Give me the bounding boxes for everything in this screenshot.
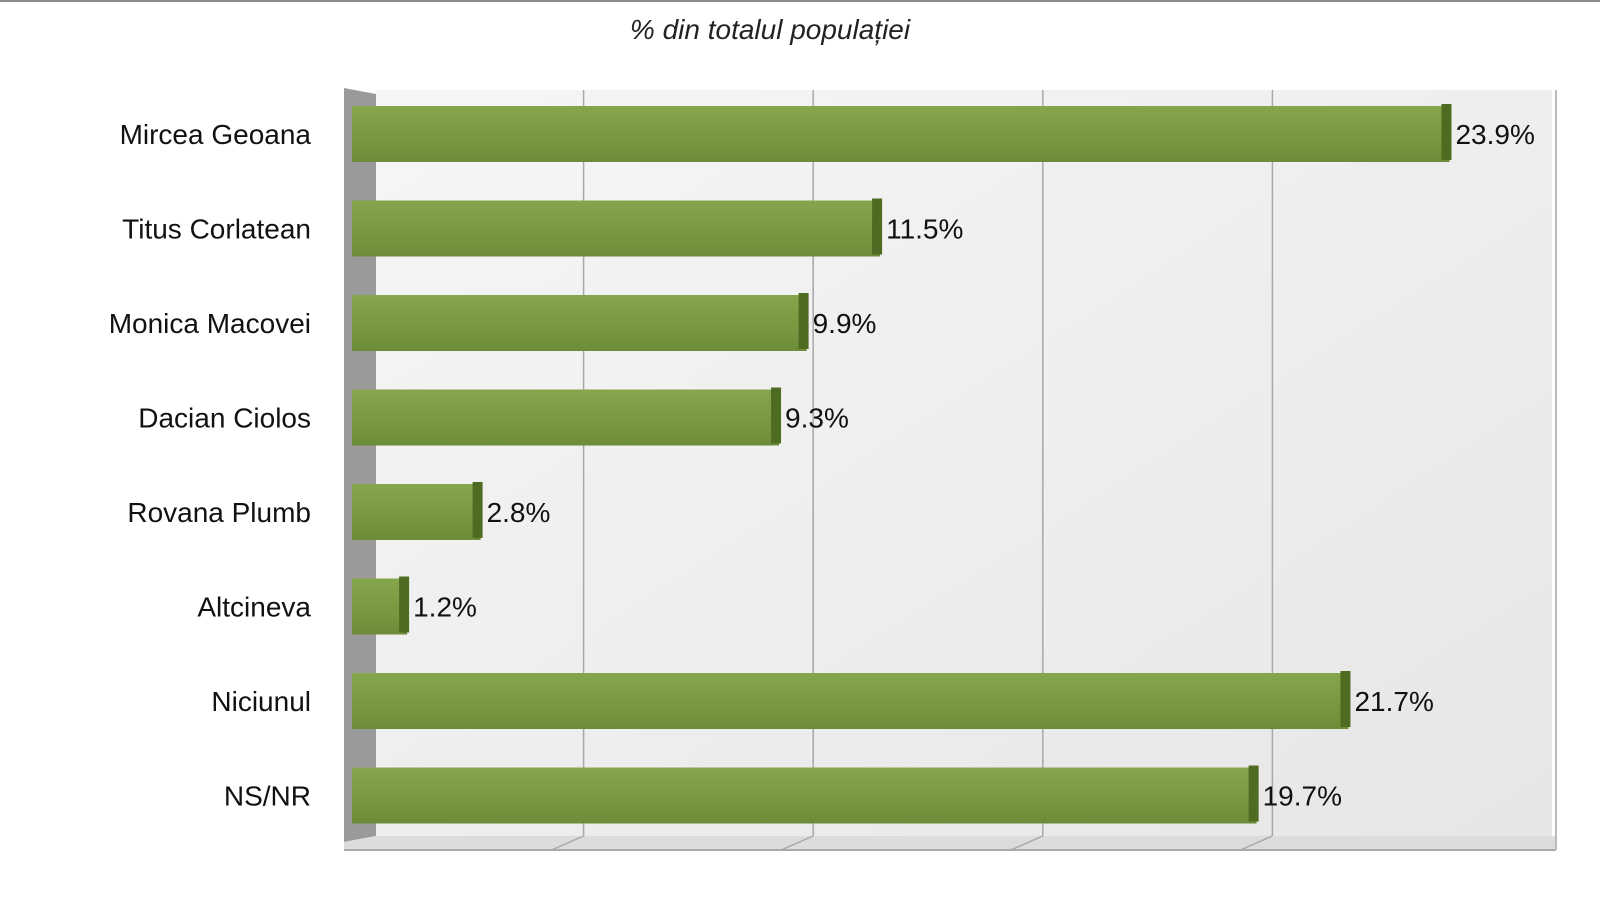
left-wall <box>344 88 376 842</box>
category-label: Monica Macovei <box>109 308 311 339</box>
bar-end-cap <box>472 482 483 538</box>
data-label: 11.5% <box>886 214 963 245</box>
bar-end-cap <box>1248 765 1259 822</box>
gridline-floor <box>780 835 814 851</box>
gridline-floor <box>551 835 584 851</box>
gridline-floor <box>1240 835 1273 851</box>
plot-floor <box>344 836 1556 850</box>
data-label: 23.9% <box>1455 119 1534 150</box>
category-label: Rovana Plumb <box>127 497 311 528</box>
bar <box>352 673 1349 729</box>
bar-end-cap <box>798 293 809 349</box>
category-label: Altcineva <box>197 592 311 623</box>
data-label: 9.9% <box>813 308 877 339</box>
bar <box>352 200 881 257</box>
bar-end-cap <box>1340 671 1351 727</box>
bar <box>352 106 1450 162</box>
data-label: 21.7% <box>1354 686 1433 717</box>
top-rule <box>0 0 1600 2</box>
category-label: Mircea Geoana <box>120 119 312 150</box>
data-label: 1.2% <box>413 592 477 623</box>
category-label: NS/NR <box>224 781 311 812</box>
bar-end-cap <box>399 576 410 633</box>
gridline-floor <box>1010 835 1044 851</box>
category-label: Titus Corlatean <box>122 214 311 245</box>
bar <box>352 484 481 540</box>
category-label: Dacian Ciolos <box>138 403 311 434</box>
category-label: Niciunul <box>211 686 311 717</box>
bar <box>352 389 780 446</box>
chart-title: % din totalul populației <box>629 14 911 45</box>
bar <box>352 578 408 635</box>
bar <box>352 767 1257 824</box>
data-label: 2.8% <box>487 497 551 528</box>
bar-end-cap <box>1441 104 1452 160</box>
bar-end-cap <box>771 387 782 444</box>
data-label: 19.7% <box>1263 781 1342 812</box>
data-label: 9.3% <box>785 403 849 434</box>
bar <box>352 295 807 351</box>
bar-end-cap <box>872 198 883 255</box>
